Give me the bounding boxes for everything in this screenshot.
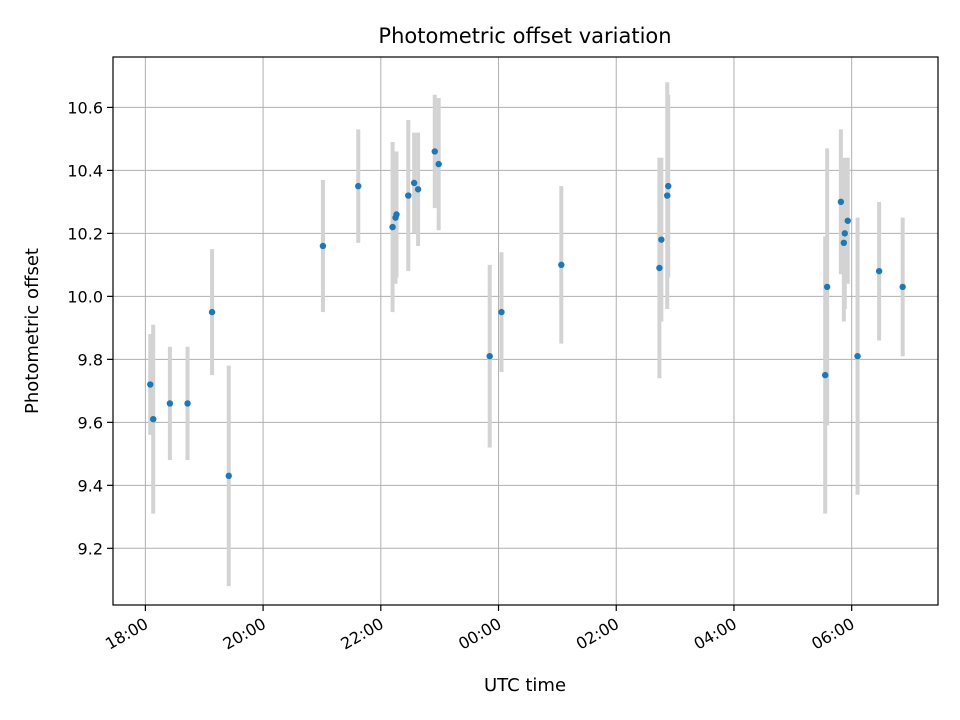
- data-point: [389, 223, 396, 231]
- data-points: [147, 148, 906, 480]
- data-point: [355, 182, 362, 190]
- data-point: [319, 242, 327, 250]
- data-point: [664, 192, 671, 199]
- data-point: [414, 186, 422, 193]
- data-point: [225, 472, 232, 480]
- x-tick-label: 20:00: [220, 614, 269, 654]
- y-tick-label: 9.2: [78, 539, 103, 558]
- data-point: [486, 352, 493, 360]
- data-point: [147, 381, 154, 388]
- y-tick-label: 9.4: [78, 476, 103, 495]
- data-point: [656, 264, 663, 272]
- data-point: [875, 267, 883, 275]
- data-point: [823, 283, 831, 291]
- x-tick-label: 18:00: [102, 614, 151, 654]
- grid: [113, 57, 938, 605]
- data-point: [665, 182, 672, 190]
- data-point: [405, 192, 412, 199]
- data-point: [837, 198, 845, 206]
- data-point: [498, 308, 505, 316]
- data-point: [840, 239, 848, 247]
- data-point: [854, 352, 861, 360]
- y-tick-label: 10.6: [67, 98, 103, 117]
- chart-title: Photometric offset variation: [378, 24, 671, 48]
- data-point: [558, 261, 565, 269]
- y-tick-label: 10.2: [67, 224, 103, 243]
- data-point: [899, 283, 906, 291]
- x-tick-label: 06:00: [808, 614, 857, 654]
- x-tick-label: 00:00: [455, 614, 504, 654]
- data-point: [435, 160, 442, 168]
- data-point: [431, 148, 438, 155]
- data-point: [844, 217, 851, 224]
- data-point: [184, 400, 191, 407]
- x-tick-label: 02:00: [573, 614, 622, 654]
- data-point: [150, 415, 157, 423]
- x-axis-label: UTC time: [484, 675, 566, 696]
- data-point: [821, 371, 829, 379]
- data-point: [393, 211, 400, 218]
- y-tick-label: 10.0: [67, 287, 103, 306]
- x-tick-label: 04:00: [691, 614, 740, 654]
- y-tick-label: 10.4: [67, 161, 103, 180]
- y-tick-label: 9.8: [78, 350, 103, 369]
- y-axis-label: Photometric offset: [22, 248, 43, 414]
- plot-frame: [112, 56, 939, 606]
- data-point: [410, 179, 418, 187]
- x-tick-label: 22:00: [337, 614, 386, 654]
- x-axis: 18:00 20:00 22:00 00:00 02:00 04:00 06:00: [102, 605, 858, 654]
- data-point: [658, 236, 665, 243]
- data-point: [166, 400, 174, 407]
- y-tick-label: 9.6: [78, 413, 103, 432]
- data-point: [841, 230, 849, 237]
- data-point: [208, 308, 216, 316]
- y-axis: 9.2 9.4 9.6 9.8 10.0 10.2 10.4 10.6: [67, 98, 113, 558]
